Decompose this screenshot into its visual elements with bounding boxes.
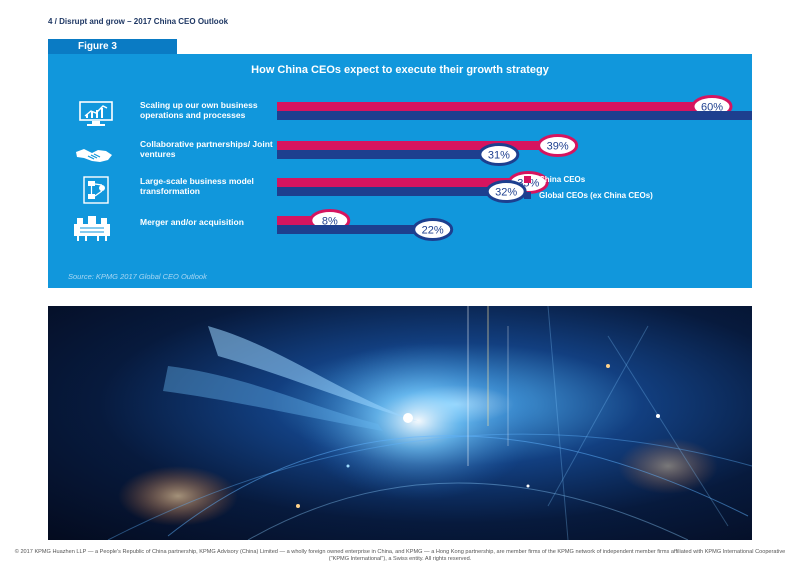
bar-global-3 <box>277 225 439 234</box>
legend-label-global: Global CEOs (ex China CEOs) <box>539 190 653 200</box>
category-label-transformation: Large-scale business model transformatio… <box>140 176 254 196</box>
value-badge-china-1 <box>537 134 579 157</box>
category-label-merger: Merger and/or acquisition <box>140 217 244 227</box>
flowchart-icon <box>83 176 109 204</box>
chart-legend: China CEOs Global CEOs (ex China CEOs) <box>524 172 653 204</box>
value-label-china-1: 39% <box>547 141 569 153</box>
digital-hand-image <box>48 306 752 540</box>
chart-monitor-icon <box>79 101 113 126</box>
source-note: Source: KPMG 2017 Global CEO Outlook <box>68 272 207 281</box>
figure-panel: How China CEOs expect to execute their g… <box>48 54 752 288</box>
legend-swatch-global <box>524 191 531 199</box>
value-label-global-1: 31% <box>488 150 510 162</box>
value-badge-global-1 <box>478 143 520 166</box>
value-label-global-2: 32% <box>495 187 517 199</box>
value-badge-global-3 <box>412 218 454 241</box>
bar-china-2 <box>277 178 535 187</box>
legend-label-china: China CEOs <box>539 174 586 184</box>
merger-icon <box>74 216 110 241</box>
hero-illustration <box>107 306 752 540</box>
bar-china-0 <box>277 102 718 111</box>
bar-china-3 <box>277 216 336 225</box>
legend-item-global: Global CEOs (ex China CEOs) <box>524 188 653 202</box>
legend-item-china: China CEOs <box>524 172 653 186</box>
legend-swatch-china <box>524 175 531 183</box>
bar-global-0 <box>277 111 752 120</box>
value-label-china-3: 8% <box>322 216 338 228</box>
page-header: 4 / Disrupt and grow – 2017 China CEO Ou… <box>48 17 229 26</box>
category-label-scaling: Scaling up our own business operations a… <box>140 100 258 120</box>
bar-global-1 <box>277 150 505 159</box>
bar-china-1 <box>277 141 564 150</box>
chart-title: How China CEOs expect to execute their g… <box>251 64 549 76</box>
footer-copyright: © 2017 KPMG Huazhen LLP — a People's Rep… <box>14 549 786 562</box>
value-label-china-0: 60% <box>701 102 723 114</box>
category-label-partnerships: Collaborative partnerships/ Joint ventur… <box>140 139 273 159</box>
bar-global-2 <box>277 187 513 196</box>
value-label-global-3: 22% <box>422 225 444 237</box>
handshake-icon <box>76 149 112 162</box>
bar-chart: 60%39%35%8%74%31%32%22% <box>277 95 752 241</box>
figure-tab: Figure 3 <box>48 39 177 54</box>
